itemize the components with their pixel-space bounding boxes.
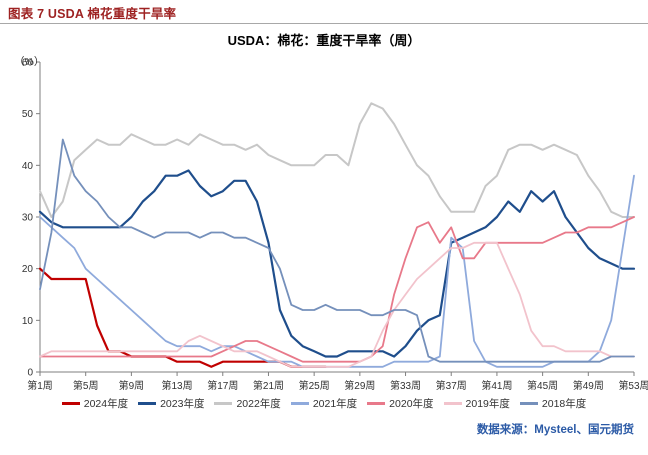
series-line-2019 — [39, 241, 635, 368]
legend-label-2021: 2021年度 — [312, 398, 358, 410]
series-line-2020 — [39, 216, 635, 363]
x-tick-label: 第13周 — [162, 379, 193, 392]
legend-label-2019: 2019年度 — [465, 398, 510, 410]
legend: 2024年度 2023年度 2022年度 2021年度 2020年度 2019年度 2018… — [0, 396, 648, 411]
series-line-2023 — [38, 169, 636, 358]
source-note: 数据来源：Mysteel、国元期货 — [476, 424, 634, 436]
x-tick-label: 第1周 — [27, 379, 53, 392]
x-tick-label: 第53周 — [618, 379, 648, 392]
x-tick-label: 第33周 — [390, 379, 421, 392]
legend-swatch-2018 — [519, 402, 538, 405]
series-line-2018 — [39, 138, 635, 363]
legend-item-2024: 2024年度 — [61, 396, 129, 411]
legend-item-2021: 2021年度 — [290, 396, 358, 411]
legend-item-2019: 2019年度 — [443, 396, 510, 411]
legend-item-2018: 2018年度 — [519, 396, 587, 411]
legend-label-2018: 2018年度 — [541, 398, 587, 410]
legend-swatch-2019 — [443, 402, 462, 405]
y-tick-label: 50 — [22, 109, 34, 120]
legend-label-2023: 2023年度 — [160, 398, 205, 410]
y-axis-unit-label: （%） — [14, 56, 45, 68]
legend-swatch-2024 — [61, 402, 80, 405]
legend-swatch-2021 — [290, 402, 309, 405]
y-tick-label: 40 — [22, 161, 34, 172]
y-tick-label: 20 — [22, 264, 34, 275]
x-tick-label: 第29周 — [344, 379, 375, 392]
x-tick-label: 第49周 — [573, 379, 604, 392]
legend-label-2022: 2022年度 — [236, 398, 281, 410]
legend-item-2022: 2022年度 — [214, 396, 281, 411]
y-tick-label: 10 — [22, 316, 34, 327]
legend-swatch-2023 — [138, 402, 157, 405]
figure-header: 图表 7 USDA 棉花重度干旱率 — [0, 0, 648, 24]
chart-area: USDA：棉花：重度干旱率（周） （%） 0 10 20 30 40 50 60 第1周 第5周… — [0, 32, 648, 411]
x-tick-label: 第37周 — [436, 379, 467, 392]
legend-label-2020: 2020年度 — [389, 398, 434, 410]
legend-swatch-2022 — [214, 402, 233, 405]
line-chart: 0 10 20 30 40 50 60 第1周 第5周 第9周 第13周 第17周 第21周 第25周 第2… — [22, 58, 648, 393]
legend-item-2023: 2023年度 — [138, 396, 204, 411]
legend-swatch-2020 — [367, 402, 386, 405]
legend-label-2024: 2024年度 — [83, 398, 129, 410]
legend-item-2020: 2020年度 — [367, 396, 434, 411]
x-tick-label: 第5周 — [73, 379, 99, 392]
x-tick-label: 第41周 — [481, 379, 512, 392]
series-line-2022 — [39, 102, 635, 218]
y-tick-label: 0 — [27, 368, 33, 379]
y-tick-label: 60 — [22, 58, 34, 69]
x-tick-label: 第17周 — [207, 379, 238, 392]
chart-title: USDA：棉花：重度干旱率（周） — [227, 33, 421, 48]
series-line-2021 — [39, 174, 635, 368]
x-tick-label: 第45周 — [527, 379, 558, 392]
x-tick-label: 第21周 — [253, 379, 284, 392]
x-tick-label: 第25周 — [299, 379, 330, 392]
x-tick-label: 第9周 — [119, 379, 145, 392]
figure-title: 图表 7 USDA 棉花重度干旱率 — [8, 7, 177, 21]
y-tick-label: 30 — [22, 213, 34, 224]
